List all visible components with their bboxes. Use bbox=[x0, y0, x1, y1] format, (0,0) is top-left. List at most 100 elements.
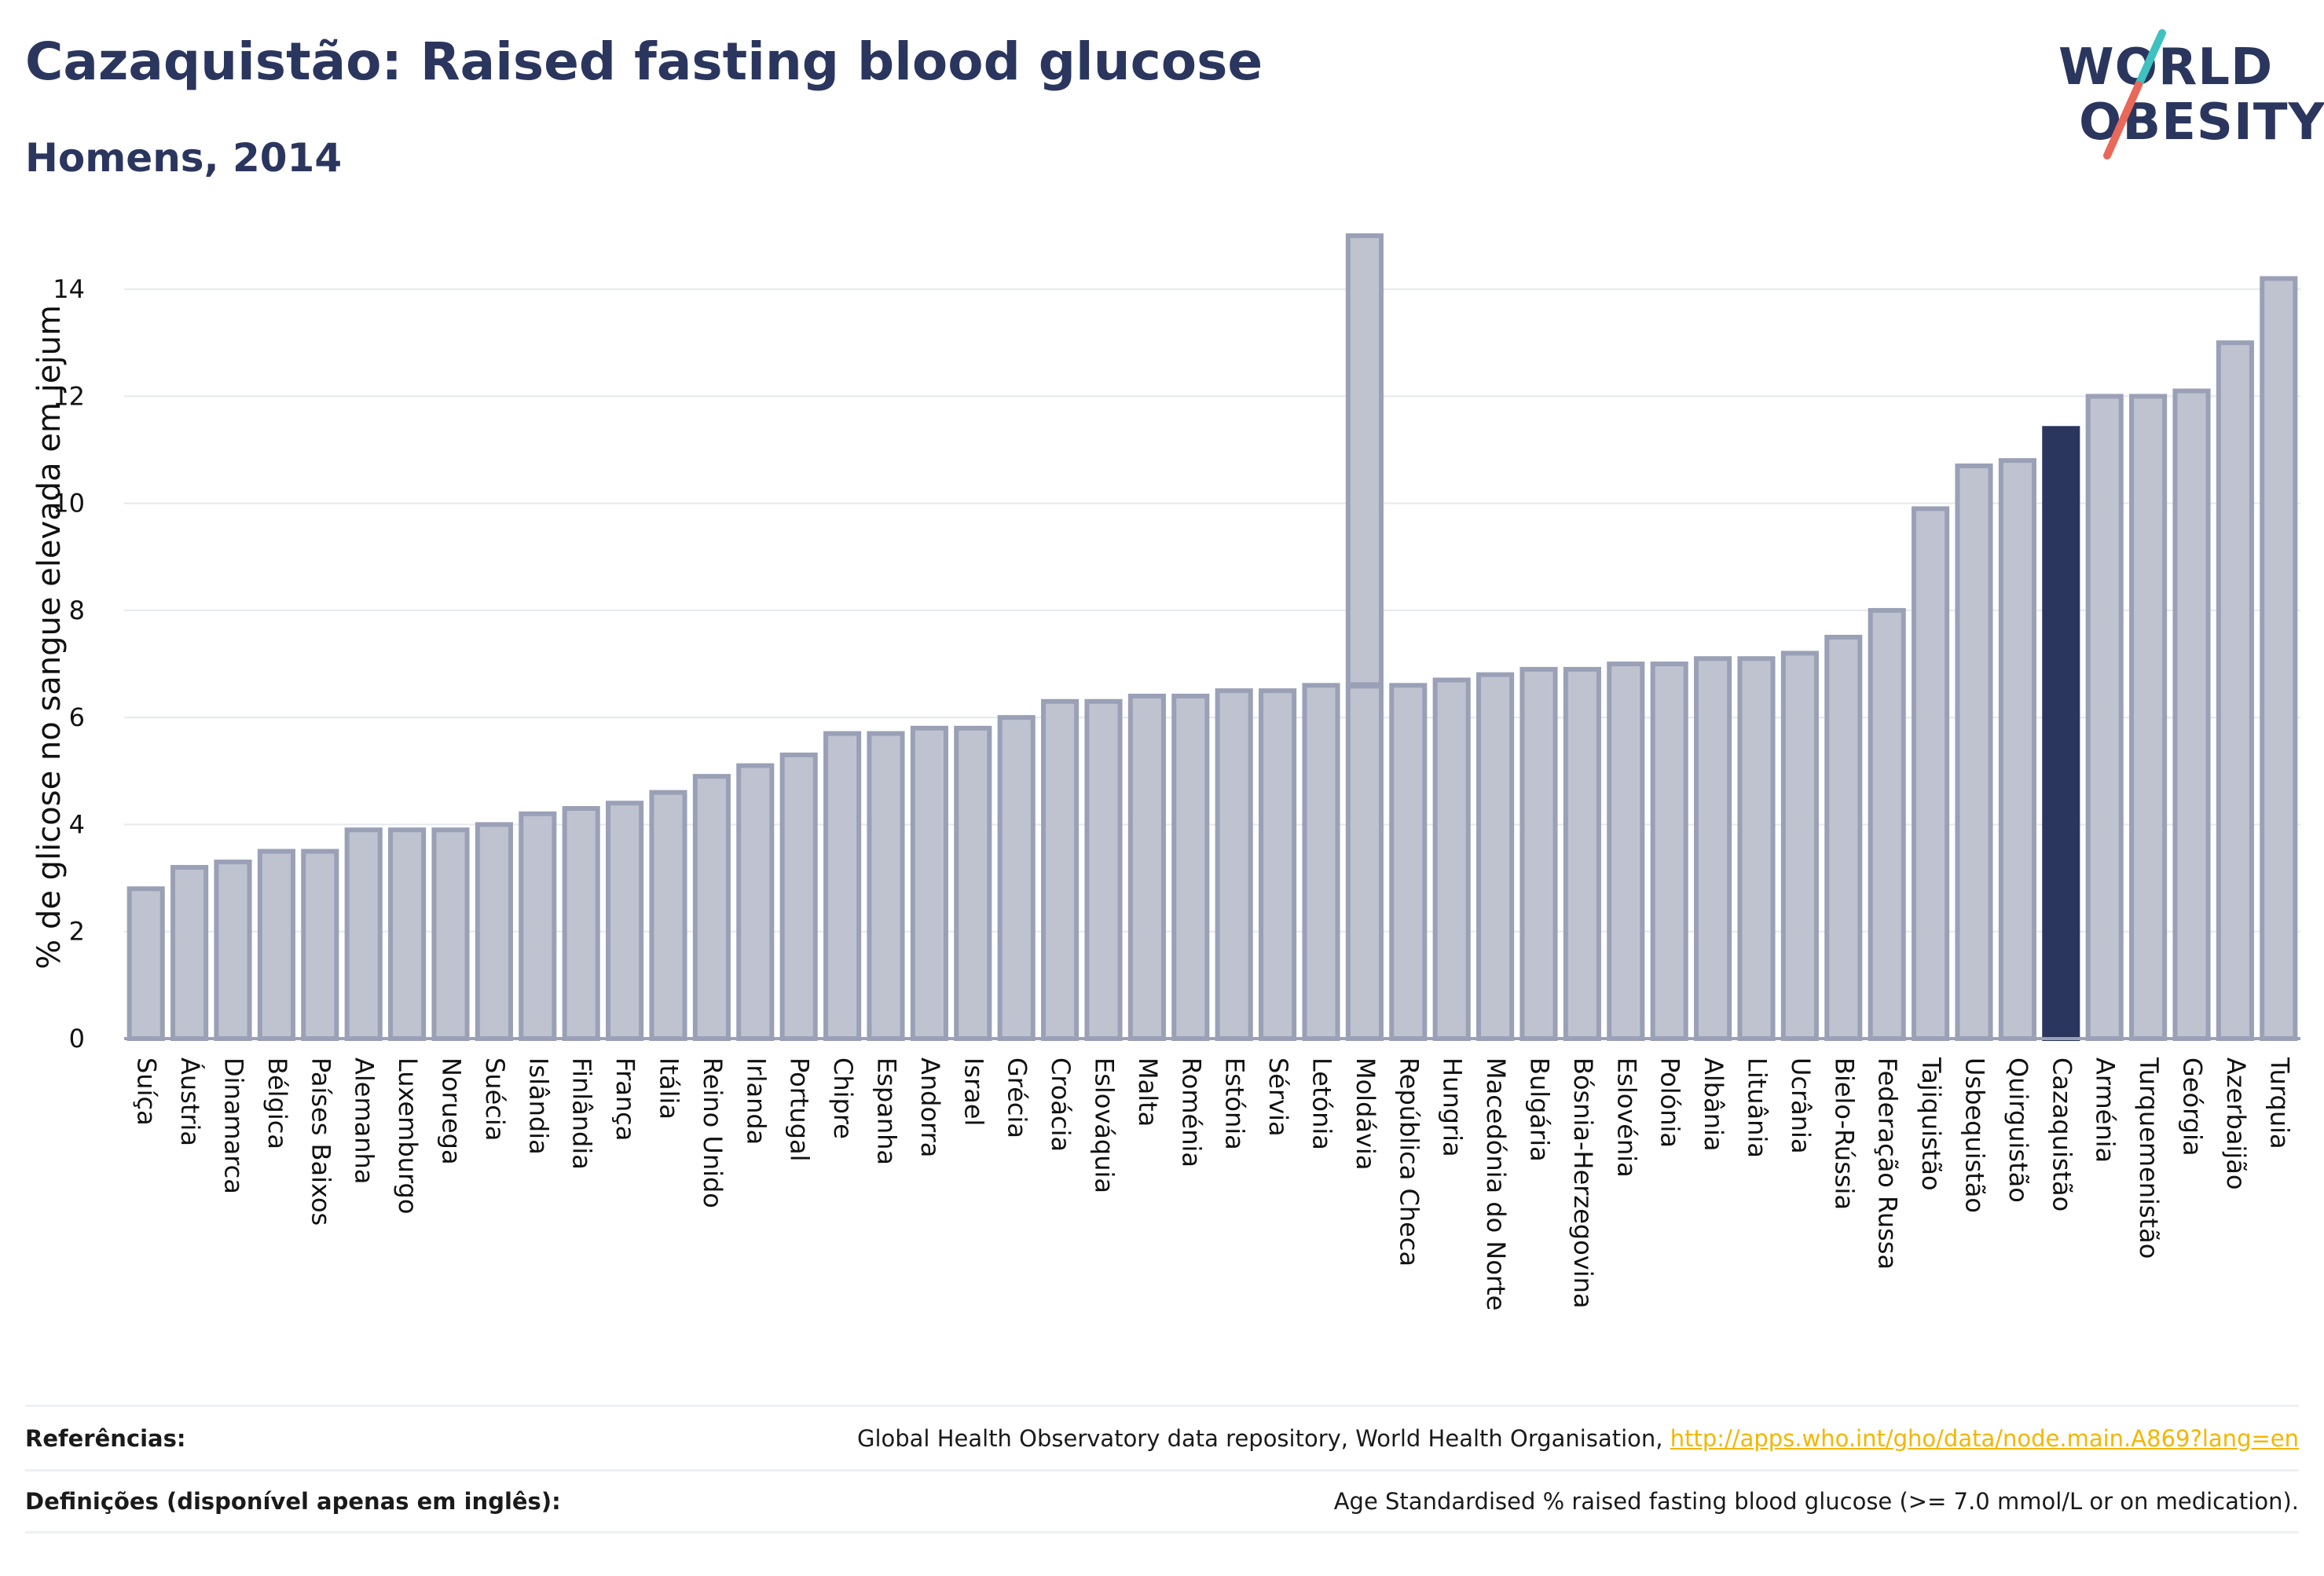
footer-table: Referências: Global Health Observatory d… bbox=[25, 1405, 2299, 1534]
x-tick-label: República Checa bbox=[1394, 1057, 1424, 1266]
bars bbox=[126, 233, 2298, 1042]
bar-10 bbox=[562, 806, 600, 1041]
bar-18 bbox=[910, 725, 948, 1041]
bar-40 bbox=[1868, 607, 1906, 1041]
x-tick-label: Federação Russa bbox=[1873, 1057, 1903, 1270]
x-tick-label: Estónia bbox=[1220, 1057, 1250, 1150]
x-tick-label: Itália bbox=[654, 1057, 684, 1120]
bar-46 bbox=[2129, 394, 2168, 1041]
x-tick-label: Países Baixos bbox=[306, 1057, 335, 1226]
x-tick-label: Bulgária bbox=[1525, 1057, 1555, 1162]
x-tick-label: Luxemburgo bbox=[393, 1057, 423, 1214]
bar-6 bbox=[388, 827, 427, 1042]
bar-21 bbox=[1041, 698, 1080, 1041]
x-tick-label: Turquemenistão bbox=[2134, 1057, 2164, 1259]
bar-36 bbox=[1694, 656, 1732, 1042]
x-tick-label: França bbox=[610, 1057, 640, 1141]
bar-3 bbox=[257, 848, 295, 1041]
bar-7 bbox=[431, 827, 470, 1042]
bar-14 bbox=[736, 763, 775, 1042]
x-tick-label: Macedónia do Norte bbox=[1481, 1057, 1511, 1310]
bar-49 bbox=[2260, 276, 2298, 1041]
x-tick-label: Grécia bbox=[1003, 1057, 1032, 1138]
x-axis-labels: Suíça Áustria Dinamarca Bélgica Países Baixo… bbox=[132, 1057, 2295, 1310]
bar-1 bbox=[170, 864, 209, 1042]
x-tick-label: Portugal bbox=[785, 1057, 815, 1162]
y-axis-ticks: 0 2 4 6 8 10 12 14 bbox=[53, 274, 85, 1054]
x-tick-label: Usbequistão bbox=[1960, 1057, 1990, 1213]
bar-23 bbox=[1127, 693, 1166, 1041]
x-tick-label: Dinamarca bbox=[219, 1057, 249, 1194]
bar-11 bbox=[606, 801, 644, 1041]
x-tick-label: Letónia bbox=[1307, 1057, 1337, 1150]
y-tick-label: 2 bbox=[69, 917, 85, 947]
bar-20 bbox=[997, 715, 1036, 1041]
bar-47 bbox=[2172, 388, 2211, 1041]
x-tick-label: Finlândia bbox=[567, 1057, 597, 1170]
bar-45 bbox=[2085, 394, 2124, 1041]
bar-37 bbox=[1737, 656, 1776, 1042]
x-tick-label: Islândia bbox=[523, 1057, 553, 1155]
bar-29 bbox=[1389, 683, 1428, 1041]
bar-chart: 0 2 4 6 8 10 12 14 Suíça Áustria Dinamarca Bélgica… bbox=[31, 233, 2300, 1310]
y-axis-title: % de glicose no sangue elevada em jejum bbox=[31, 305, 68, 969]
bar-43 bbox=[1998, 458, 2036, 1041]
x-tick-label: Eslovénia bbox=[1611, 1057, 1641, 1178]
x-tick-label: Geórgia bbox=[2178, 1057, 2208, 1156]
bar-39 bbox=[1824, 635, 1863, 1041]
bar-31 bbox=[1476, 672, 1515, 1042]
x-tick-label: Israel bbox=[959, 1057, 988, 1126]
y-tick-label: 0 bbox=[69, 1024, 85, 1054]
x-tick-label: Sérvia bbox=[1263, 1057, 1293, 1137]
references-value: Global Health Observatory data repositor… bbox=[857, 1425, 2299, 1452]
x-tick-label: Bielo-Rússia bbox=[1829, 1057, 1859, 1210]
bar-12 bbox=[649, 790, 687, 1041]
page-subtitle: Homens, 2014 bbox=[25, 135, 343, 181]
bar-13 bbox=[692, 774, 731, 1041]
bar-30 bbox=[1432, 677, 1471, 1041]
x-tick-label: Bósnia-Herzegovina bbox=[1568, 1057, 1598, 1309]
x-tick-label: Espanha bbox=[872, 1057, 902, 1165]
definitions-label: Definições (disponível apenas em inglês)… bbox=[25, 1488, 561, 1515]
x-tick-label: Arménia bbox=[2091, 1057, 2121, 1163]
y-tick-label: 8 bbox=[69, 596, 85, 625]
logo-text-world: WORLD bbox=[2058, 38, 2274, 97]
x-tick-label: Eslováquia bbox=[1090, 1057, 1120, 1193]
logo-slash-icon bbox=[2103, 29, 2166, 159]
bar-5 bbox=[344, 827, 383, 1042]
bar-32 bbox=[1519, 666, 1558, 1041]
bar-9 bbox=[519, 811, 557, 1041]
bar-42 bbox=[1955, 463, 1993, 1041]
y-tick-label: 4 bbox=[69, 809, 85, 839]
bar-19 bbox=[954, 725, 992, 1041]
x-tick-label: Suécia bbox=[480, 1057, 510, 1141]
bar-8 bbox=[475, 822, 513, 1041]
x-tick-label: Suíça bbox=[132, 1057, 162, 1126]
bar-33 bbox=[1563, 666, 1601, 1041]
x-tick-label: Andorra bbox=[915, 1057, 945, 1157]
x-tick-label: Cazaquistão bbox=[2047, 1057, 2077, 1211]
x-tick-label: Moldávia bbox=[1351, 1057, 1380, 1170]
bar-17 bbox=[867, 731, 905, 1041]
bar-34 bbox=[1607, 662, 1645, 1041]
x-tick-label: Polónia bbox=[1655, 1057, 1685, 1148]
x-tick-label: Malta bbox=[1133, 1057, 1163, 1127]
bar-4 bbox=[301, 848, 339, 1041]
x-tick-label: Alemanha bbox=[350, 1057, 379, 1184]
world-obesity-logo: WORLD OBESITY bbox=[2051, 24, 2324, 165]
y-tick-label: 10 bbox=[53, 489, 85, 519]
references-text: Global Health Observatory data repositor… bbox=[856, 1424, 1663, 1452]
x-tick-label: Hungria bbox=[1438, 1057, 1468, 1157]
references-label: Referências: bbox=[25, 1424, 186, 1452]
x-tick-label: Irlanda bbox=[741, 1057, 771, 1145]
bar-35 bbox=[1650, 662, 1688, 1041]
bar-22 bbox=[1084, 698, 1123, 1041]
references-link[interactable]: http://apps.who.int/gho/data/node.main.A… bbox=[1670, 1424, 2299, 1452]
x-tick-label: Tajiquistão bbox=[1916, 1057, 1946, 1191]
y-tick-label: 12 bbox=[53, 381, 85, 411]
x-tick-label: Noruega bbox=[437, 1057, 467, 1165]
x-tick-label: Azerbaijão bbox=[2221, 1057, 2251, 1189]
x-tick-label: Reino Unido bbox=[698, 1057, 728, 1208]
x-tick-label: Croácia bbox=[1046, 1057, 1076, 1152]
x-tick-label: Lituânia bbox=[1743, 1057, 1772, 1158]
